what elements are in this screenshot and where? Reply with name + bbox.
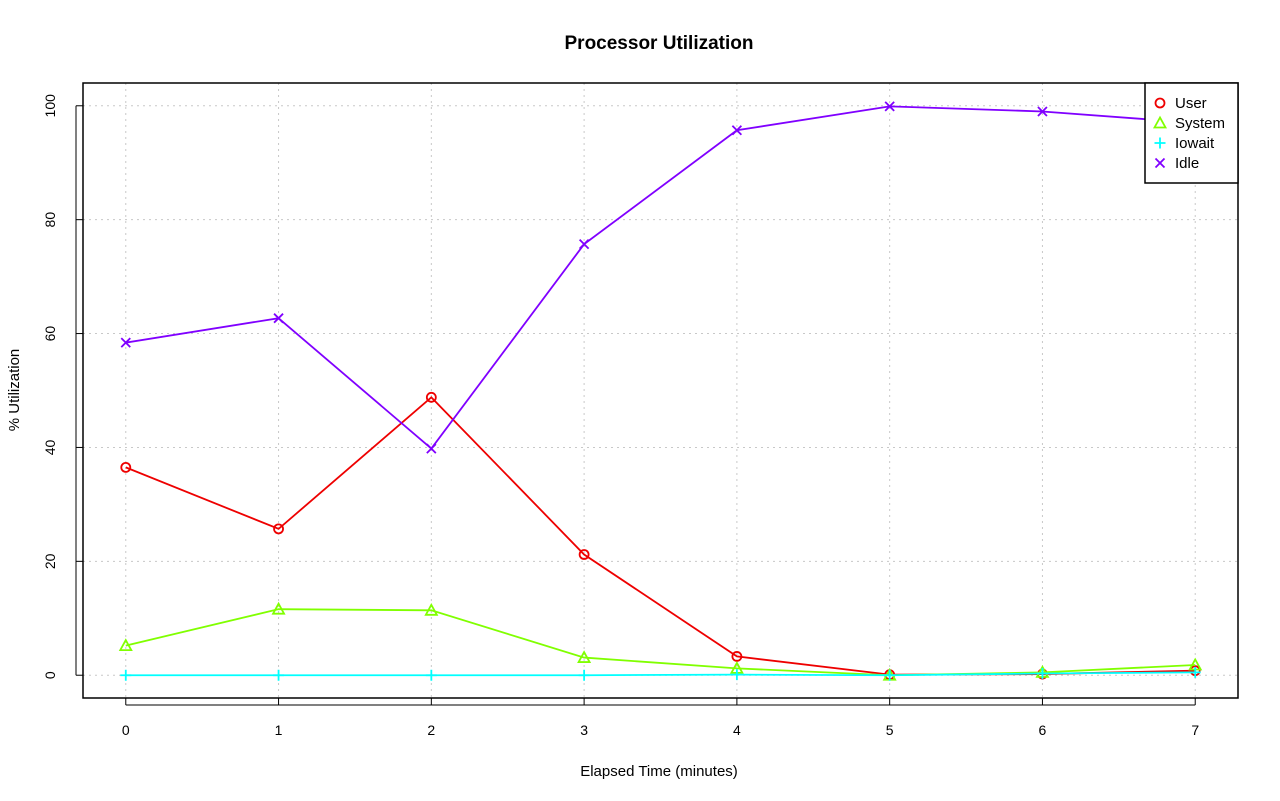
data-point-idle [731,125,743,136]
data-point-idle [1037,106,1048,117]
legend-marker-iowait [1154,137,1166,149]
y-axis-label: % Utilization [6,349,23,432]
data-point-idle [120,337,131,348]
x-tick-label: 4 [733,722,741,738]
data-point-idle [578,239,590,250]
data-point-user [120,461,132,473]
x-tick-label: 2 [427,722,435,738]
y-axis: 0 20 40 60 80 100 [42,94,83,679]
data-point-idle [884,101,895,112]
legend-label-system: System [1175,115,1225,132]
y-tick-label: 80 [42,212,58,228]
y-tick-label: 60 [42,326,58,342]
data-point-system [271,601,286,615]
x-axis: 0 1 2 3 4 5 6 7 [122,698,1199,738]
series-user [120,391,1201,681]
y-tick-label: 20 [42,553,58,569]
data-point-user [425,391,437,403]
data-point-system [118,638,133,652]
data-point-user [731,651,743,662]
y-tick-label: 0 [42,671,58,679]
legend-box [1144,82,1239,184]
x-tick-label: 6 [1039,722,1047,738]
series-system [118,601,1203,681]
legend: User System Iowait Idle [1144,82,1239,184]
data-point-iowait [1189,666,1201,678]
series-idle [120,101,1201,454]
x-tick-label: 0 [122,722,130,738]
series-line-system [125,608,1196,677]
chart-title: Processor Utilization [565,33,754,54]
legend-label-user: User [1175,95,1207,112]
legend-label-iowait: Iowait [1175,135,1215,152]
data-point-iowait [273,669,285,681]
data-point-user [273,523,284,535]
data-point-iowait [425,669,437,681]
x-axis-label: Elapsed Time (minutes) [580,763,738,780]
x-tick-label: 3 [580,722,588,738]
legend-marker-user [1154,97,1166,109]
series-line-user [125,396,1196,676]
data-point-system [424,602,439,616]
plot-frame [82,82,1239,699]
data-point-idle [426,443,437,454]
data-point-user [578,549,590,560]
y-tick-label: 40 [42,439,58,455]
legend-marker-system [1152,115,1168,129]
series-layer [118,101,1203,681]
legend-item-user: User [1154,95,1207,112]
legend-label-idle: Idle [1175,155,1199,172]
x-tick-label: 5 [886,722,894,738]
data-point-iowait [884,669,896,681]
data-point-system [577,650,592,663]
data-point-iowait [1036,668,1048,680]
data-point-iowait [731,669,743,681]
y-tick-label: 100 [42,94,58,118]
legend-item-iowait: Iowait [1154,135,1215,152]
series-line-iowait [125,671,1196,677]
legend-marker-idle [1154,157,1166,169]
x-tick-label: 1 [275,722,283,738]
legend-item-system: System [1152,115,1225,132]
series-line-idle [125,105,1196,450]
data-point-iowait [120,669,132,681]
series-iowait [120,666,1201,681]
data-point-idle [273,313,284,324]
legend-item-idle: Idle [1154,155,1199,172]
data-point-iowait [578,669,590,681]
x-tick-label: 7 [1191,722,1199,738]
